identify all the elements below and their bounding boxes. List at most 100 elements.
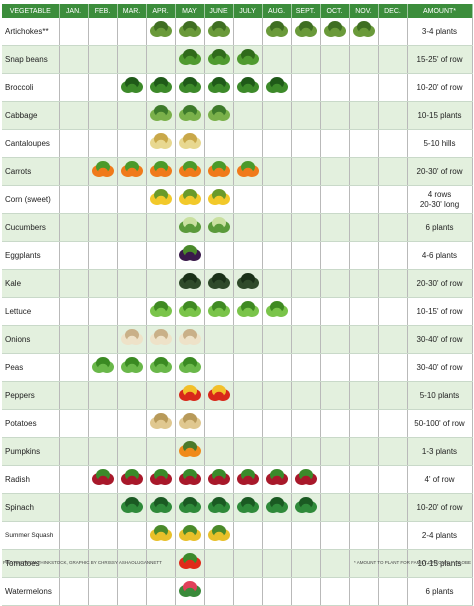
vegetable-row: Spinach 10-20' of row — [2, 493, 473, 522]
month-cell — [88, 269, 118, 298]
month-cell — [378, 18, 408, 46]
month-cell — [88, 381, 118, 410]
photo-shape — [184, 139, 195, 149]
month-cell — [204, 129, 234, 158]
month-cell — [59, 157, 89, 186]
vegetable-row: Carrots 20-30' of row — [2, 157, 473, 186]
month-cell — [88, 325, 118, 354]
amount: 30-40' of row — [407, 353, 473, 382]
month-cell — [378, 353, 408, 382]
month-cell — [291, 549, 321, 578]
vegetable-photo — [236, 497, 259, 513]
month-cell — [59, 353, 89, 382]
column-header: AUG. — [262, 4, 292, 18]
credit: PHOTOS FROM THINKSTOCK, GRAPHIC BY CHRIS… — [3, 560, 162, 565]
amount: 6 plants — [407, 577, 473, 606]
month-cell — [117, 18, 147, 46]
month-cell — [146, 493, 176, 522]
column-header: SEPT. — [291, 4, 321, 18]
month-cell — [291, 269, 321, 298]
month-cell — [146, 213, 176, 242]
month-cell — [320, 409, 350, 438]
month-cell — [233, 157, 263, 186]
month-cell — [291, 73, 321, 102]
month-cell — [378, 157, 408, 186]
photo-shape — [184, 391, 195, 401]
month-cell — [378, 493, 408, 522]
month-cell — [88, 73, 118, 102]
month-cell — [262, 213, 292, 242]
vegetable-photo — [236, 469, 259, 485]
month-cell — [146, 241, 176, 270]
amount: 5-10 plants — [407, 381, 473, 410]
vegetable-row: Peppers 5-10 plants — [2, 381, 473, 410]
month-cell — [291, 129, 321, 158]
vegetable-photo — [207, 301, 230, 317]
vegetable-photo — [178, 105, 201, 121]
photo-shape — [358, 27, 369, 37]
month-cell — [378, 269, 408, 298]
vegetable-photo — [178, 133, 201, 149]
photo-shape — [242, 55, 253, 65]
vegetable-photo — [178, 273, 201, 289]
month-cell — [88, 241, 118, 270]
vegetable-photo — [178, 553, 201, 569]
vegetable-photo — [120, 497, 143, 513]
month-cell — [291, 493, 321, 522]
month-cell — [204, 241, 234, 270]
month-cell — [233, 297, 263, 326]
photo-shape — [184, 531, 195, 541]
vegetable-photo — [91, 469, 114, 485]
vegetable-row: Corn (sweet) 4 rows 20-30' long — [2, 185, 473, 214]
month-cell — [59, 213, 89, 242]
photo-shape — [213, 503, 224, 513]
vegetable-name: Peppers — [2, 381, 60, 410]
vegetable-photo — [178, 497, 201, 513]
photo-shape — [184, 83, 195, 93]
vegetable-photo — [178, 357, 201, 373]
vegetable-name: Snap beans — [2, 45, 60, 74]
photo-shape — [184, 419, 195, 429]
month-cell — [291, 381, 321, 410]
photo-shape — [155, 363, 166, 373]
month-cell — [349, 213, 379, 242]
vegetable-photo — [236, 301, 259, 317]
month-cell — [233, 437, 263, 466]
month-cell — [88, 18, 118, 46]
vegetable-photo — [178, 49, 201, 65]
month-cell — [59, 241, 89, 270]
month-cell — [262, 297, 292, 326]
month-cell — [59, 409, 89, 438]
vegetable-photo — [120, 469, 143, 485]
month-cell — [320, 493, 350, 522]
vegetable-name: Cucumbers — [2, 213, 60, 242]
month-cell — [146, 381, 176, 410]
month-cell — [175, 269, 205, 298]
photo-shape — [213, 195, 224, 205]
vegetable-photo — [149, 413, 172, 429]
photo-shape — [213, 27, 224, 37]
amount: 10-15' of row — [407, 297, 473, 326]
month-cell — [291, 157, 321, 186]
month-cell — [262, 269, 292, 298]
amount: 4-6 plants — [407, 241, 473, 270]
column-header: OCT. — [320, 4, 350, 18]
month-cell — [146, 297, 176, 326]
photo-shape — [242, 83, 253, 93]
month-cell — [146, 18, 176, 46]
photo-shape — [184, 503, 195, 513]
photo-shape — [213, 111, 224, 121]
month-cell — [291, 101, 321, 130]
photo-shape — [184, 251, 195, 261]
calendar-table: VEGETABLE JAN. FEB. MAR. APR. MAY JUNE JULY AUG.… — [2, 4, 473, 606]
vegetable-row: Onions 30-40' of row — [2, 325, 473, 354]
photo-shape — [213, 83, 224, 93]
photo-shape — [155, 195, 166, 205]
amount: 2-4 plants — [407, 521, 473, 550]
vegetable-name: Lettuce — [2, 297, 60, 326]
month-cell — [233, 269, 263, 298]
amount: 10-20' of row — [407, 73, 473, 102]
month-cell — [175, 465, 205, 494]
amount: 10-20' of row — [407, 493, 473, 522]
month-cell — [262, 381, 292, 410]
